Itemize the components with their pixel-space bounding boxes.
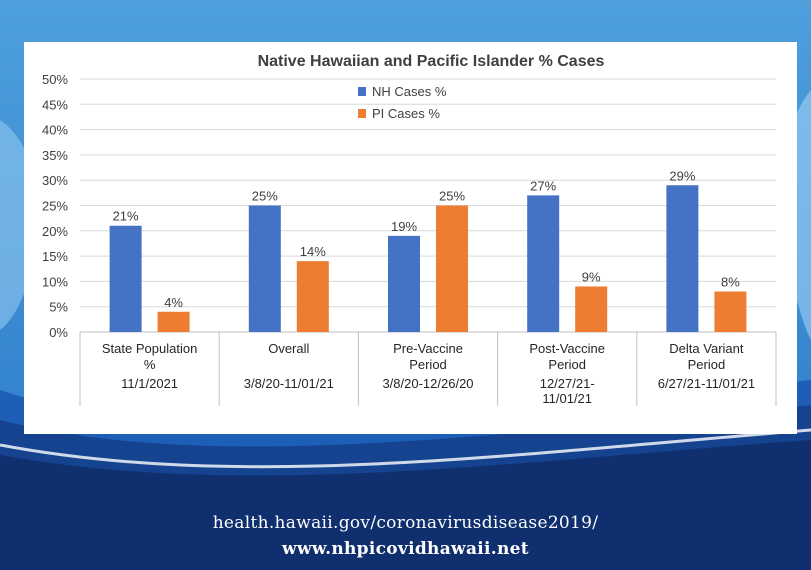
bar-chart: Native Hawaiian and Pacific Islander % C… bbox=[42, 53, 777, 406]
category-date-label: 12/27/21- bbox=[540, 376, 595, 391]
chart-panel: Native Hawaiian and Pacific Islander % C… bbox=[24, 42, 797, 434]
legend-label: PI Cases % bbox=[372, 106, 440, 121]
data-label: 25% bbox=[439, 189, 465, 204]
data-label: 29% bbox=[669, 168, 695, 183]
chart-title: Native Hawaiian and Pacific Islander % C… bbox=[258, 53, 605, 70]
bar-nh bbox=[109, 225, 142, 332]
category-label: Period bbox=[688, 357, 726, 372]
data-label: 8% bbox=[721, 275, 740, 290]
data-label: 21% bbox=[113, 209, 139, 224]
category-label: % bbox=[144, 357, 156, 372]
footer-url-nhpi[interactable]: www.nhpicovidhawaii.net bbox=[282, 539, 529, 559]
category-label: Overall bbox=[268, 341, 309, 356]
bar-pi bbox=[296, 261, 329, 332]
bar-nh bbox=[248, 205, 281, 332]
legend-label: NH Cases % bbox=[372, 84, 447, 99]
data-label: 19% bbox=[391, 219, 417, 234]
legend-swatch bbox=[358, 87, 366, 96]
y-tick-label: 10% bbox=[42, 274, 68, 289]
bar-pi bbox=[714, 291, 747, 332]
y-tick-label: 35% bbox=[42, 148, 68, 163]
category-label: Period bbox=[409, 357, 447, 372]
data-label: 4% bbox=[164, 295, 183, 310]
category-date-label: 3/8/20-11/01/21 bbox=[244, 376, 334, 391]
bar-nh bbox=[527, 195, 560, 332]
data-label: 25% bbox=[252, 189, 278, 204]
category-date-label: 11/1/2021 bbox=[121, 376, 178, 391]
y-tick-label: 15% bbox=[42, 249, 68, 264]
y-tick-label: 0% bbox=[49, 325, 68, 340]
bar-pi bbox=[575, 286, 608, 332]
bar-nh bbox=[388, 235, 420, 332]
bar-pi bbox=[157, 311, 190, 332]
bar-pi bbox=[436, 205, 468, 332]
category-label: Post-Vaccine bbox=[529, 341, 605, 356]
legend-swatch bbox=[358, 109, 366, 118]
category-label: Period bbox=[548, 357, 586, 372]
bar-nh bbox=[666, 185, 699, 332]
category-date-label: 6/27/21-11/01/21 bbox=[658, 376, 755, 391]
y-tick-label: 5% bbox=[49, 300, 68, 315]
data-label: 27% bbox=[530, 178, 556, 193]
y-tick-label: 25% bbox=[42, 199, 68, 214]
category-date-label: 11/01/21 bbox=[542, 391, 592, 406]
category-label: Delta Variant bbox=[669, 341, 744, 356]
data-label: 14% bbox=[300, 244, 326, 259]
footer-url-health[interactable]: health.hawaii.gov/coronavirusdisease2019… bbox=[212, 513, 599, 533]
y-tick-label: 50% bbox=[42, 72, 68, 87]
y-tick-label: 45% bbox=[42, 97, 68, 112]
category-label: State Population bbox=[102, 341, 197, 356]
data-label: 9% bbox=[582, 269, 601, 284]
category-date-label: 3/8/20-12/26/20 bbox=[382, 376, 473, 391]
category-label: Pre-Vaccine bbox=[393, 341, 463, 356]
y-tick-label: 20% bbox=[42, 224, 68, 239]
y-tick-label: 40% bbox=[42, 123, 68, 138]
y-tick-label: 30% bbox=[42, 173, 68, 188]
